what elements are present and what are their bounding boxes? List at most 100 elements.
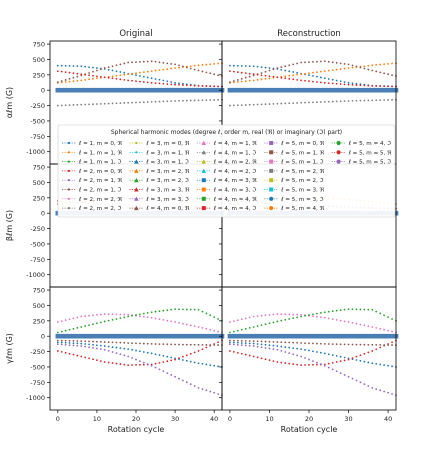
data-point <box>355 82 358 85</box>
data-point <box>318 87 324 93</box>
series-5-panel-0 <box>55 87 225 93</box>
data-point <box>110 333 115 339</box>
data-point <box>351 377 354 380</box>
data-point <box>323 311 326 314</box>
series-2-panel-0 <box>56 60 223 84</box>
legend-entry: ℓ = 4, m = 3, ℜ <box>196 177 257 184</box>
data-point <box>82 87 88 93</box>
data-point <box>232 104 235 107</box>
data-point <box>146 342 149 345</box>
data-point <box>68 344 71 347</box>
data-point <box>146 363 149 366</box>
legend-entry: ℓ = 4, m = 3, ℑ <box>196 187 256 194</box>
data-point <box>240 339 243 342</box>
data-point <box>280 76 283 79</box>
data-point <box>327 317 330 320</box>
data-point <box>201 326 204 329</box>
data-point <box>367 343 370 346</box>
data-point <box>244 65 247 67</box>
data-point <box>229 343 231 346</box>
data-point <box>268 322 271 325</box>
data-point <box>92 323 94 326</box>
data-point <box>383 344 386 346</box>
data-point <box>335 61 338 64</box>
data-point <box>80 65 83 68</box>
data-point <box>182 84 184 86</box>
y-axis-label: αℓm (G) <box>5 87 14 118</box>
data-point <box>327 78 330 80</box>
data-point <box>316 315 318 318</box>
data-point <box>304 357 306 359</box>
data-point <box>213 62 216 65</box>
data-point <box>135 74 137 77</box>
data-point <box>56 339 59 342</box>
data-point <box>146 81 149 84</box>
data-point <box>123 341 126 344</box>
data-point <box>343 308 346 311</box>
data-point <box>56 350 59 352</box>
data-point <box>80 103 83 106</box>
data-point <box>158 310 161 313</box>
data-point <box>387 391 389 394</box>
data-point <box>84 315 87 318</box>
data-point <box>339 309 342 312</box>
legend-marker <box>201 140 207 145</box>
legend-label: ℓ = 4, m = 4, ℑ <box>213 205 256 212</box>
data-point <box>88 314 90 317</box>
y-tick-label: 750 <box>33 41 45 49</box>
data-point <box>363 383 366 386</box>
legend-entry: ℓ = 4, m = 4, ℑ <box>196 205 256 212</box>
data-point <box>103 341 106 343</box>
data-point <box>72 65 75 67</box>
legend-label: ℓ = 2, m = 1, ℑ <box>78 187 121 194</box>
data-point <box>385 87 391 93</box>
data-point <box>312 101 314 104</box>
data-point <box>150 316 153 319</box>
data-point <box>264 74 267 77</box>
data-point <box>99 344 102 347</box>
y-tick-label: -500 <box>30 240 45 248</box>
data-point <box>286 87 292 93</box>
data-point <box>252 103 255 106</box>
data-point <box>182 355 184 358</box>
y-tick-label: -250 <box>30 225 45 233</box>
data-point <box>118 87 123 93</box>
data-point <box>84 340 87 343</box>
data-point <box>248 79 251 82</box>
data-point <box>76 354 79 357</box>
data-point <box>296 341 299 344</box>
data-point <box>107 345 110 348</box>
data-point <box>308 342 310 345</box>
data-point <box>300 342 302 344</box>
data-point <box>68 80 71 83</box>
data-point <box>205 346 208 349</box>
data-point <box>111 75 114 78</box>
data-point <box>94 333 100 339</box>
data-point <box>111 318 114 321</box>
data-point <box>88 346 90 349</box>
legend-marker <box>336 140 341 146</box>
data-point <box>150 60 153 63</box>
legend-label: ℓ = 5, m = 5, ℑ <box>348 159 391 166</box>
data-point <box>304 314 306 317</box>
data-point <box>178 83 180 86</box>
data-point <box>149 333 154 339</box>
data-point <box>96 359 98 362</box>
data-point <box>192 87 197 93</box>
data-point <box>335 82 338 85</box>
data-point <box>139 71 141 74</box>
data-point <box>335 343 338 346</box>
legend-marker <box>201 150 207 155</box>
data-point <box>323 81 326 84</box>
data-point <box>296 347 299 350</box>
data-point <box>244 342 247 345</box>
data-point <box>92 346 94 349</box>
data-point <box>158 318 161 321</box>
data-point <box>316 312 318 315</box>
data-point <box>296 316 299 319</box>
data-point <box>205 344 208 346</box>
data-point <box>367 99 370 102</box>
data-point <box>355 355 358 358</box>
data-point <box>193 343 196 346</box>
data-point <box>119 63 122 66</box>
